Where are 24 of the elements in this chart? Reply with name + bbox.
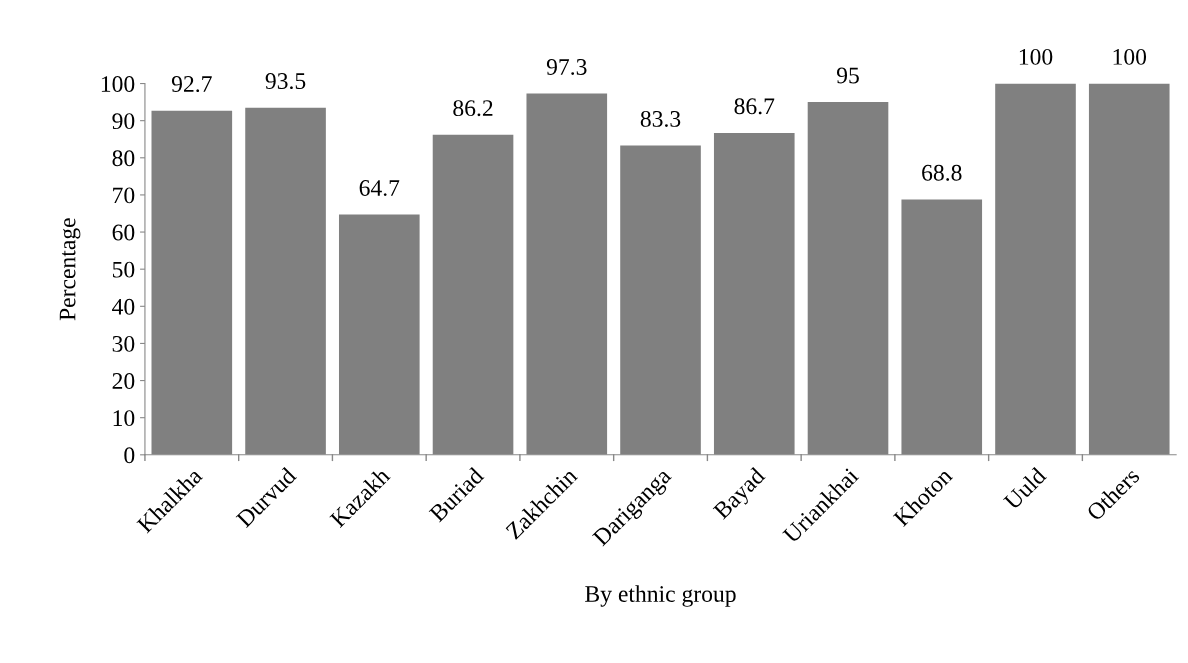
y-tick-label: 80 <box>112 150 135 167</box>
y-tick-label: 100 <box>101 76 135 92</box>
y-tick-label: 10 <box>113 410 135 427</box>
data-label: 95 <box>836 67 859 84</box>
data-label: 86.7 <box>734 98 775 115</box>
x-axis-title: By ethnic group <box>585 585 736 607</box>
data-label: 97.3 <box>546 59 587 75</box>
y-tick-label: 0 <box>124 447 135 464</box>
y-tick-label: 50 <box>112 261 135 278</box>
data-label: 92.7 <box>171 76 212 93</box>
data-label: 68.8 <box>922 164 962 181</box>
y-tick-label: 60 <box>112 224 135 241</box>
y-axis-title: Percentage <box>59 218 81 321</box>
data-label: 83.3 <box>640 110 681 127</box>
data-label: 100 <box>1113 48 1147 65</box>
y-tick-label: 40 <box>112 298 135 315</box>
y-tick-label: 30 <box>112 335 135 352</box>
y-tick-label: 20 <box>112 373 135 389</box>
data-label: 64.7 <box>359 180 400 197</box>
data-label: 100 <box>1019 48 1053 65</box>
data-label: 86.2 <box>453 100 493 117</box>
data-label: 93.5 <box>265 73 306 90</box>
y-tick-label: 70 <box>113 187 135 204</box>
y-tick-label: 90 <box>112 113 135 130</box>
